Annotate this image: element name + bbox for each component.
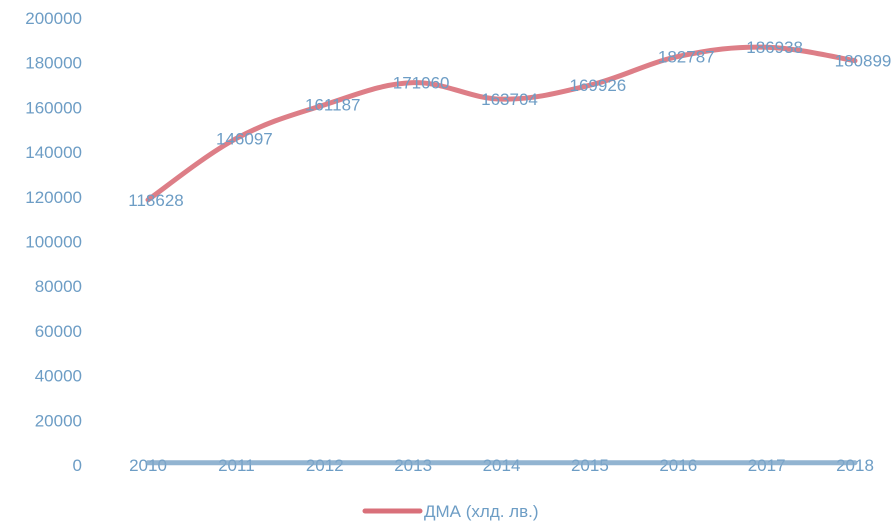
x-tick-label: 2011 (218, 456, 255, 475)
x-axis: 2010 2011 2012 2013 2014 2015 2016 2017 2018 (129, 456, 874, 475)
series-layer (145, 44, 858, 466)
x-tick-label: 2016 (659, 456, 697, 475)
y-tick-label: 80000 (35, 277, 82, 296)
y-tick-label: 40000 (35, 367, 82, 386)
y-tick-label: 120000 (25, 188, 82, 207)
x-tick-label: 2018 (836, 456, 874, 475)
y-tick-label: 0 (73, 456, 82, 475)
series-line-dma (145, 44, 858, 203)
data-label: 186938 (746, 38, 803, 57)
data-label: 180899 (835, 52, 891, 71)
data-label: 182787 (658, 47, 715, 66)
legend: ДМА (хлд. лв.) (362, 502, 539, 521)
x-tick-label: 2017 (748, 456, 786, 475)
x-tick-label: 2013 (394, 456, 432, 475)
data-labels: 118628 146097 161187 171060 163704 169926 1827… (128, 38, 891, 210)
y-tick-label: 20000 (35, 411, 82, 430)
data-label: 169926 (570, 76, 627, 95)
data-label: 161187 (305, 96, 360, 115)
y-tick-label: 100000 (25, 233, 82, 252)
y-tick-label: 160000 (25, 98, 82, 117)
legend-label: ДМА (хлд. лв.) (424, 502, 539, 521)
y-tick-label: 140000 (25, 143, 82, 162)
x-tick-label: 2010 (129, 456, 167, 475)
x-tick-label: 2014 (483, 456, 521, 475)
data-label: 118628 (128, 191, 183, 210)
x-tick-label: 2015 (571, 456, 609, 475)
x-tick-label: 2012 (306, 456, 344, 475)
data-label: 163704 (481, 90, 538, 109)
y-tick-label: 200000 (25, 9, 82, 28)
y-tick-label: 60000 (35, 322, 82, 341)
y-tick-label: 180000 (25, 54, 82, 73)
data-label: 146097 (216, 129, 273, 148)
data-label: 171060 (393, 74, 450, 93)
y-axis: 0 20000 40000 60000 80000 100000 120000 140000 1… (25, 9, 82, 475)
